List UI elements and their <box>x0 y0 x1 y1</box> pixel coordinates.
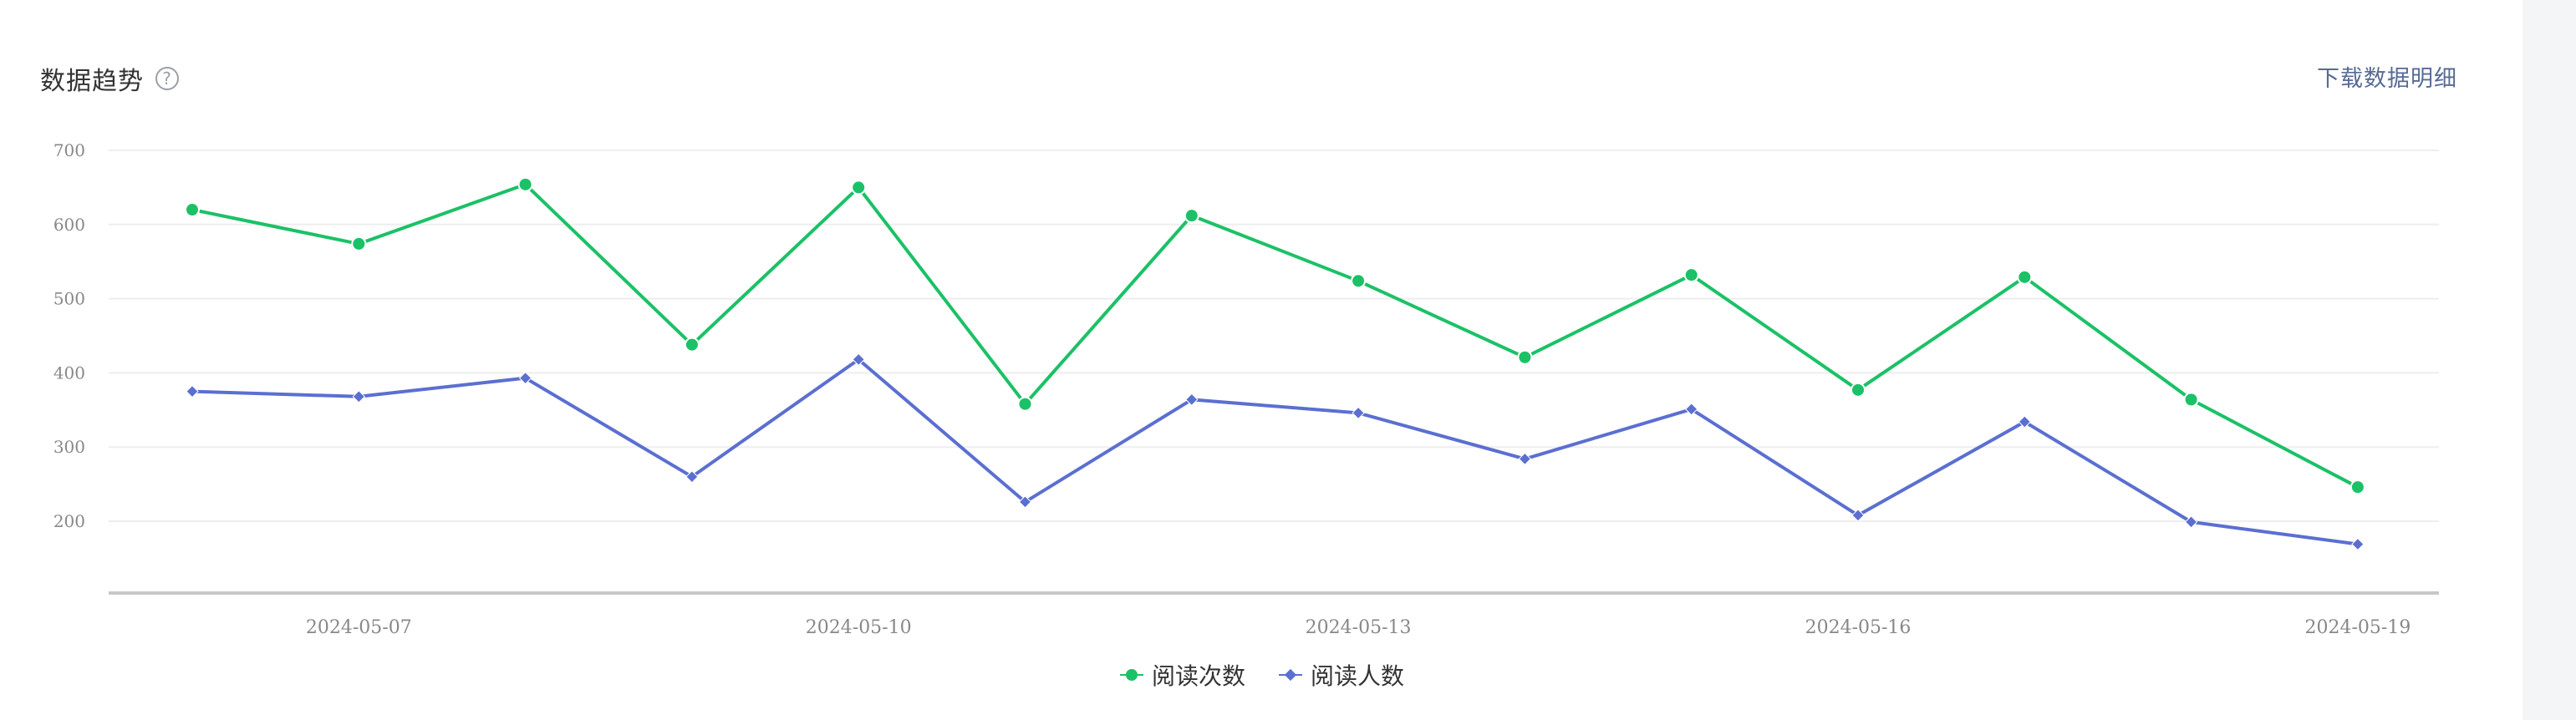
data-point[interactable] <box>186 384 199 398</box>
x-tick-label: 2024-05-19 <box>2304 617 2411 638</box>
data-point[interactable] <box>351 236 367 251</box>
x-tick-label: 2024-05-10 <box>806 617 912 638</box>
scrollbar-track[interactable] <box>2523 0 2576 720</box>
data-point[interactable] <box>2183 392 2199 408</box>
legend-label-reads: 阅读次数 <box>1151 662 1245 690</box>
data-point[interactable] <box>684 337 700 352</box>
download-details-link[interactable]: 下载数据明细 <box>2317 66 2457 92</box>
section-title: 数据趋势 ? <box>40 60 179 97</box>
data-point[interactable] <box>1352 406 1365 420</box>
data-point[interactable] <box>851 180 867 195</box>
x-tick-label: 2024-05-07 <box>306 617 412 638</box>
legend-item-reads[interactable]: 阅读次数 <box>1119 658 1245 692</box>
grid-lines <box>109 150 2439 522</box>
data-point[interactable] <box>517 176 533 192</box>
series-lines <box>191 182 2360 546</box>
data-point[interactable] <box>352 390 366 403</box>
y-tick-label: 300 <box>53 437 85 457</box>
data-point[interactable] <box>685 470 699 484</box>
y-tick-label: 200 <box>53 511 85 531</box>
data-point[interactable] <box>2017 269 2033 285</box>
data-point[interactable] <box>2349 479 2365 495</box>
y-tick-label: 400 <box>53 363 85 383</box>
section-title-text: 数据趋势 <box>40 67 144 96</box>
series-line-0 <box>191 182 2360 489</box>
legend-swatch-reads <box>1119 668 1143 682</box>
data-point[interactable] <box>1518 452 1532 466</box>
series-markers <box>185 176 2365 551</box>
data-point[interactable] <box>2351 537 2365 551</box>
diamond-marker-icon <box>1284 668 1297 682</box>
y-tick-label: 700 <box>53 140 85 160</box>
data-point[interactable] <box>1851 509 1865 522</box>
legend-item-readers[interactable]: 阅读人数 <box>1279 658 1404 692</box>
data-point[interactable] <box>1684 403 1698 416</box>
circle-marker-icon <box>1125 669 1138 681</box>
chart-legend: 阅读次数 阅读人数 <box>0 658 2524 692</box>
data-point[interactable] <box>1683 267 1699 283</box>
legend-swatch-readers <box>1279 668 1302 682</box>
legend-label-readers: 阅读人数 <box>1311 662 1405 690</box>
data-point[interactable] <box>1851 382 1866 398</box>
data-point[interactable] <box>2018 415 2032 428</box>
data-point[interactable] <box>1017 396 1033 412</box>
data-point[interactable] <box>185 202 200 218</box>
data-point[interactable] <box>518 371 532 385</box>
data-point[interactable] <box>852 352 865 367</box>
y-axis-ticks: 200 300 400 500 600 700 <box>53 140 85 531</box>
data-point[interactable] <box>1185 393 1199 407</box>
data-point[interactable] <box>1351 273 1367 289</box>
y-tick-label: 600 <box>53 215 85 235</box>
series-line-1 <box>191 357 2360 546</box>
data-point[interactable] <box>1517 349 1533 365</box>
data-point[interactable] <box>1018 495 1032 509</box>
data-point[interactable] <box>1184 208 1199 224</box>
data-point[interactable] <box>2184 515 2198 529</box>
y-tick-label: 500 <box>53 289 85 309</box>
x-tick-label: 2024-05-13 <box>1306 617 1412 638</box>
x-tick-label: 2024-05-16 <box>1805 617 1912 638</box>
x-axis: 2024-05-07 2024-05-10 2024-05-13 2024-05-16… <box>109 591 2439 638</box>
help-icon[interactable]: ? <box>155 67 179 90</box>
